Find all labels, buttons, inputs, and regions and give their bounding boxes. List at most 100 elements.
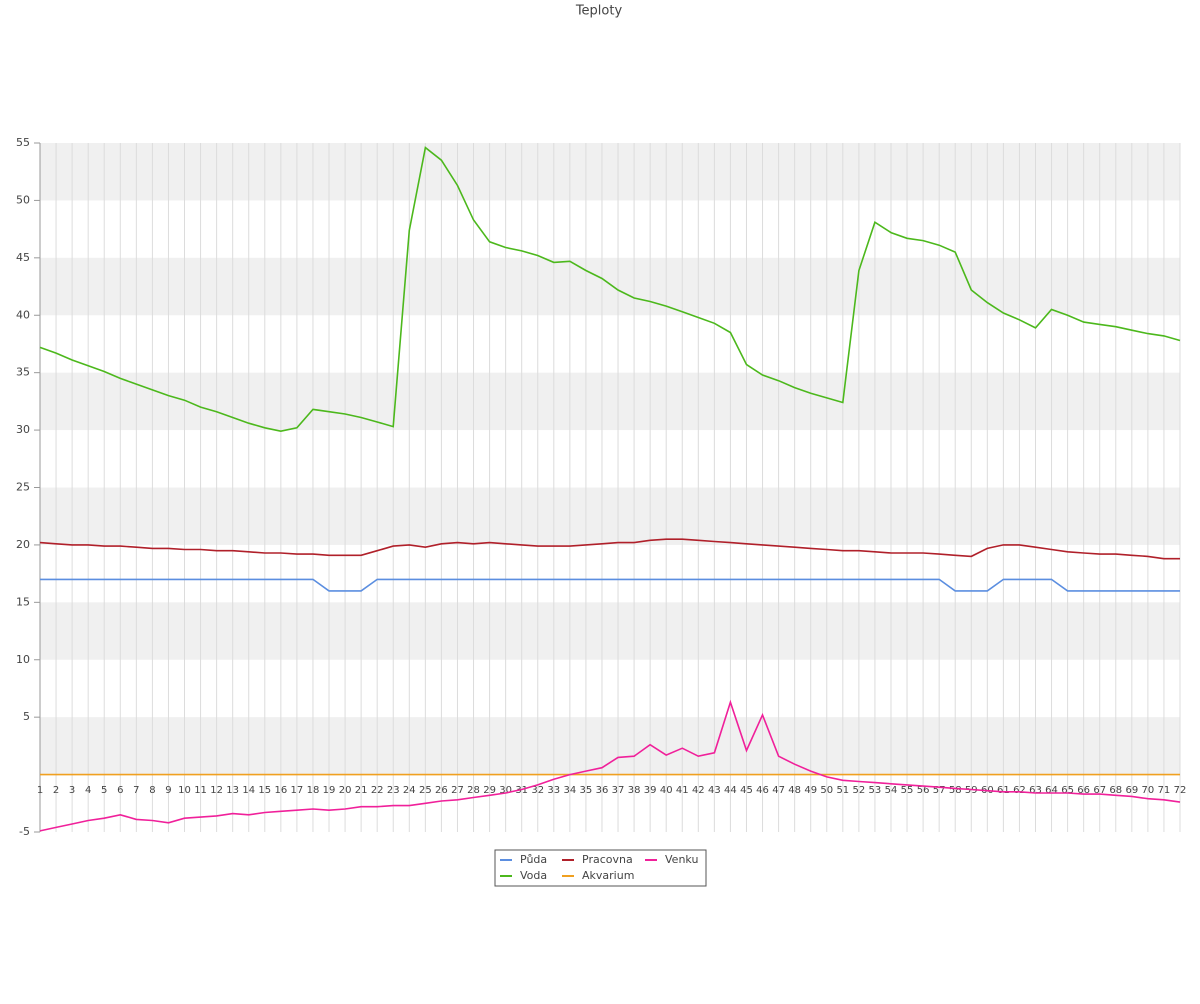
x-tick-label: 20 bbox=[339, 785, 352, 796]
x-tick-label: 49 bbox=[804, 785, 817, 796]
x-tick-label: 53 bbox=[869, 785, 882, 796]
x-tick-label: 3 bbox=[69, 785, 75, 796]
x-tick-label: 21 bbox=[355, 785, 368, 796]
x-tick-label: 33 bbox=[547, 785, 560, 796]
grid-band bbox=[40, 372, 1180, 431]
x-tick-label: 58 bbox=[949, 785, 962, 796]
x-tick-label: 44 bbox=[724, 785, 737, 796]
y-tick-label: 25 bbox=[16, 481, 30, 494]
x-tick-label: 48 bbox=[788, 785, 801, 796]
x-tick-label: 65 bbox=[1061, 785, 1074, 796]
legend-label: Půda bbox=[520, 853, 547, 866]
grid-band bbox=[40, 717, 1180, 775]
x-tick-label: 14 bbox=[242, 785, 255, 796]
x-tick-label: 39 bbox=[644, 785, 657, 796]
grid-band bbox=[40, 487, 1180, 545]
x-tick-label: 17 bbox=[291, 785, 304, 796]
line-series bbox=[40, 578, 1180, 592]
x-tick-label: 46 bbox=[756, 785, 769, 796]
x-tick-label: 64 bbox=[1045, 785, 1058, 796]
x-tick-label: 24 bbox=[403, 785, 416, 796]
x-tick-label: 36 bbox=[596, 785, 609, 796]
y-tick-label: 55 bbox=[16, 136, 30, 149]
x-tick-label: 28 bbox=[467, 785, 480, 796]
y-tick-label: -5 bbox=[19, 825, 30, 838]
x-tick-label: 4 bbox=[85, 785, 91, 796]
x-tick-label: 19 bbox=[323, 785, 336, 796]
x-tick-label: 43 bbox=[708, 785, 721, 796]
x-tick-label: 2 bbox=[53, 785, 59, 796]
x-tick-label: 38 bbox=[628, 785, 641, 796]
x-tick-label: 35 bbox=[580, 785, 593, 796]
x-tick-label: 61 bbox=[997, 785, 1010, 796]
x-tick-label: 22 bbox=[371, 785, 384, 796]
x-tick-label: 67 bbox=[1093, 785, 1106, 796]
x-tick-label: 68 bbox=[1109, 785, 1122, 796]
x-tick-label: 11 bbox=[194, 785, 207, 796]
line-series bbox=[39, 146, 1181, 433]
x-tick-label: 26 bbox=[435, 785, 448, 796]
legend-label: Pracovna bbox=[582, 853, 633, 866]
x-tick-label: 70 bbox=[1142, 785, 1155, 796]
x-tick-label: 52 bbox=[853, 785, 866, 796]
y-tick-label: 10 bbox=[16, 653, 30, 666]
legend-box bbox=[494, 849, 707, 887]
x-tick-label: 10 bbox=[178, 785, 191, 796]
x-tick-label: 12 bbox=[210, 785, 223, 796]
legend-label: Voda bbox=[520, 869, 547, 882]
line-series bbox=[39, 538, 1180, 560]
x-tick-label: 29 bbox=[483, 785, 496, 796]
x-tick-label: 5 bbox=[101, 785, 107, 796]
x-tick-label: 62 bbox=[1013, 785, 1026, 796]
x-tick-label: 30 bbox=[499, 785, 512, 796]
x-tick-label: 16 bbox=[274, 785, 287, 796]
chart-title: Teploty bbox=[575, 4, 623, 19]
x-tick-label: 1 bbox=[37, 785, 43, 796]
x-tick-label: 57 bbox=[933, 785, 946, 796]
x-tick-label: 45 bbox=[740, 785, 753, 796]
y-tick-label: 50 bbox=[16, 193, 30, 206]
x-tick-label: 55 bbox=[901, 785, 914, 796]
y-tick-label: 5 bbox=[23, 710, 30, 723]
x-tick-label: 69 bbox=[1125, 785, 1138, 796]
x-tick-label: 54 bbox=[885, 785, 898, 796]
x-tick-label: 32 bbox=[531, 785, 544, 796]
y-tick-label: 20 bbox=[16, 538, 30, 551]
x-tick-label: 66 bbox=[1077, 785, 1090, 796]
x-tick-label: 18 bbox=[307, 785, 320, 796]
x-tick-label: 41 bbox=[676, 785, 689, 796]
x-tick-label: 6 bbox=[117, 785, 123, 796]
x-tick-label: 34 bbox=[563, 785, 576, 796]
x-tick-label: 15 bbox=[258, 785, 271, 796]
legend-label: Venku bbox=[665, 853, 698, 866]
y-tick-label: 35 bbox=[16, 366, 30, 379]
x-tick-label: 71 bbox=[1158, 785, 1171, 796]
x-tick-label: 8 bbox=[149, 785, 155, 796]
grid-band bbox=[40, 602, 1180, 660]
x-tick-label: 56 bbox=[917, 785, 930, 796]
x-tick-label: 72 bbox=[1174, 785, 1187, 796]
x-tick-label: 51 bbox=[836, 785, 849, 796]
x-tick-label: 31 bbox=[515, 785, 528, 796]
x-tick-label: 25 bbox=[419, 785, 432, 796]
x-tick-label: 7 bbox=[133, 785, 139, 796]
x-tick-label: 13 bbox=[226, 785, 239, 796]
x-tick-label: 50 bbox=[820, 785, 833, 796]
legend-label: Akvarium bbox=[582, 869, 634, 882]
x-tick-label: 47 bbox=[772, 785, 785, 796]
grid-band bbox=[40, 257, 1180, 316]
x-tick-label: 9 bbox=[165, 785, 171, 796]
y-tick-label: 45 bbox=[16, 251, 30, 264]
x-tick-label: 37 bbox=[612, 785, 625, 796]
grid-band bbox=[40, 143, 1180, 201]
x-tick-label: 40 bbox=[660, 785, 673, 796]
y-tick-label: 40 bbox=[16, 308, 30, 321]
x-tick-label: 59 bbox=[965, 785, 978, 796]
x-tick-label: 42 bbox=[692, 785, 705, 796]
x-tick-label: 63 bbox=[1029, 785, 1042, 796]
y-tick-label: 30 bbox=[16, 423, 30, 436]
x-tick-label: 27 bbox=[451, 785, 464, 796]
y-tick-label: 15 bbox=[16, 595, 30, 608]
x-tick-label: 23 bbox=[387, 785, 400, 796]
